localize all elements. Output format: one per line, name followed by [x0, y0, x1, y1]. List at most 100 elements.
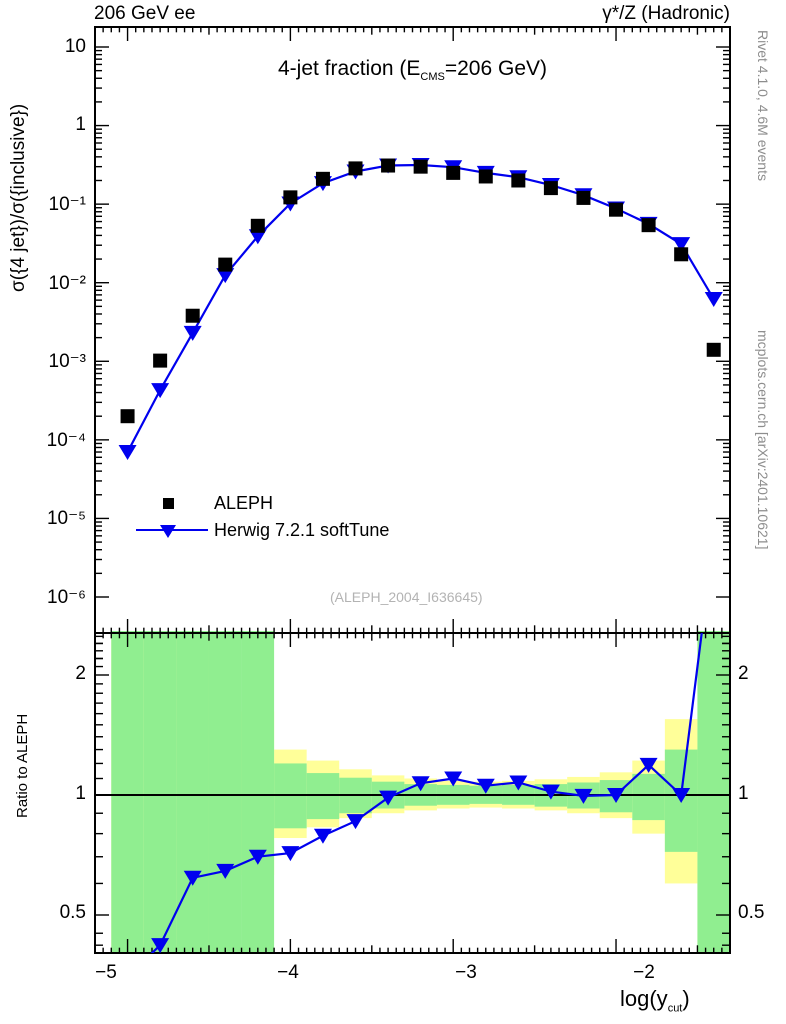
band-inner-bin — [567, 782, 600, 809]
aleph-marker — [609, 202, 624, 217]
main-ytick-1e-5: 10⁻⁵ — [46, 508, 86, 529]
legend: ALEPH Herwig 7.2.1 softTune — [130, 490, 389, 544]
main-ytick-1e-3: 10⁻³ — [48, 351, 87, 372]
main-ytick-1e-2: 10⁻² — [48, 273, 87, 294]
band-outer-bin — [502, 780, 535, 809]
header-left-label: 206 GeV ee — [94, 3, 196, 24]
ratio-herwig-marker — [509, 775, 528, 791]
band-inner-bin — [306, 773, 340, 820]
ratio-ytick-05-right: 0.5 — [738, 902, 765, 923]
aleph-marker — [250, 218, 265, 233]
band-inner-bin — [241, 631, 275, 954]
main-ytick-1e-1: 10⁻¹ — [48, 194, 87, 215]
xtick-minus3: −3 — [455, 962, 477, 983]
herwig-marker — [118, 445, 137, 461]
ratio-panel-frame — [94, 632, 731, 954]
ratio-ytick-2-left: 2 — [75, 663, 86, 684]
herwig-marker — [672, 237, 691, 253]
ratio-herwig-marker — [639, 757, 658, 773]
ratio-herwig-marker — [248, 849, 267, 865]
legend-marker-square — [163, 498, 174, 509]
band-outer-bin — [567, 776, 600, 814]
ratio-herwig-marker — [672, 788, 691, 803]
band-inner-bin — [664, 749, 698, 852]
band-outer-bin — [697, 631, 730, 954]
herwig-marker — [379, 158, 398, 174]
main-ytick-1e-6: 10⁻⁶ — [47, 587, 86, 608]
herwig-marker — [607, 201, 626, 217]
aleph-marker — [218, 257, 233, 272]
aleph-marker — [315, 171, 330, 186]
band-outer-bin — [306, 760, 340, 828]
band-outer-bin — [632, 760, 665, 834]
band-outer-bin — [404, 778, 437, 811]
herwig-marker — [444, 160, 463, 176]
ratio-herwig-marker — [379, 790, 398, 806]
title-text-pre: 4-jet fraction (E — [278, 57, 421, 80]
band-inner-bin — [599, 780, 633, 813]
band-inner-bin — [143, 631, 177, 954]
band-inner-bin — [339, 777, 372, 814]
band-inner-bin — [176, 631, 209, 954]
ratio-herwig-marker — [281, 846, 300, 862]
header-right-label: γ*/Z (Hadronic) — [602, 3, 730, 24]
ratio-herwig-marker — [313, 828, 332, 844]
herwig-marker — [281, 196, 300, 212]
herwig-marker — [704, 292, 723, 308]
herwig-marker — [248, 229, 267, 245]
band-inner-bin — [502, 784, 535, 805]
herwig-marker — [509, 170, 528, 186]
aleph-marker — [674, 247, 689, 262]
band-inner-bin — [632, 773, 665, 821]
xlabel-subscript: cut — [667, 1002, 683, 1015]
band-inner-bin — [404, 784, 437, 806]
xtick-minus4: −4 — [277, 962, 299, 983]
herwig-marker — [216, 268, 235, 284]
band-outer-bin — [599, 772, 633, 819]
band-outer-bin — [371, 775, 405, 814]
aleph-marker — [511, 173, 526, 188]
legend-label-aleph: ALEPH — [214, 492, 274, 513]
band-inner-bin — [697, 631, 730, 954]
rivet-version-label: Rivet 4.1.0, 4.6M events — [755, 30, 771, 181]
band-outer-bin — [241, 711, 275, 875]
ratio-ytick-1-right: 1 — [738, 783, 749, 804]
aleph-marker — [641, 218, 656, 233]
aleph-marker — [120, 409, 135, 424]
analysis-id-watermark: (ALEPH_2004_I636645) — [330, 589, 483, 605]
band-inner-bin — [274, 763, 307, 829]
title-text-post: =206 GeV) — [444, 57, 547, 80]
herwig-marker — [411, 157, 430, 173]
herwig-marker — [313, 176, 332, 192]
herwig-marker — [574, 188, 593, 204]
ratio-herwig-marker — [346, 814, 365, 830]
band-inner-bin — [436, 784, 470, 805]
aleph-marker — [381, 158, 396, 173]
aleph-marker — [543, 181, 558, 196]
ratio-y-axis-label: Ratio to ALEPH — [14, 713, 31, 818]
main-ytick-1e-4: 10⁻⁴ — [46, 430, 86, 451]
legend-entry-aleph: ALEPH — [130, 490, 389, 516]
band-outer-bin — [469, 781, 503, 808]
band-inner-bin — [534, 784, 568, 807]
ratio-herwig-marker — [574, 788, 593, 804]
mcplots-reference-label: mcplots.cern.ch [arXiv:2401.10621] — [755, 330, 771, 550]
band-outer-bin — [436, 780, 470, 809]
ratio-uncertainty-bands — [111, 631, 730, 954]
aleph-marker — [446, 165, 461, 180]
title-subscript: CMS — [420, 71, 445, 84]
band-inner-bin — [371, 781, 405, 809]
xlabel-post: ) — [682, 986, 690, 1011]
herwig-marker — [183, 325, 202, 341]
legend-label-herwig: Herwig 7.2.1 softTune — [214, 519, 390, 540]
series-herwig — [118, 157, 723, 461]
herwig-marker — [476, 165, 495, 181]
aleph-marker — [153, 353, 168, 368]
aleph-marker — [348, 161, 363, 176]
band-outer-bin — [208, 688, 242, 896]
aleph-marker — [576, 190, 591, 205]
band-inner-bin — [469, 785, 503, 804]
herwig-line — [126, 163, 715, 453]
